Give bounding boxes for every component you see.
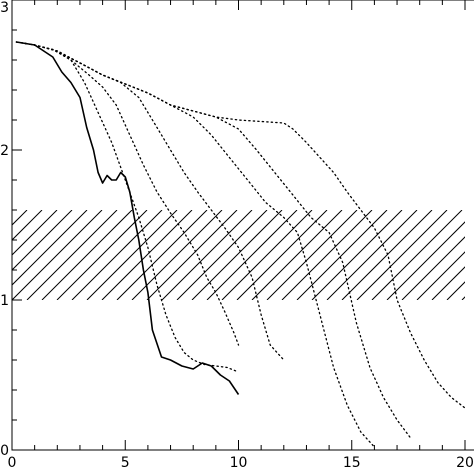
x-tick-label: 10 (230, 455, 248, 471)
hatch-line (12, 210, 73, 271)
hatch-line (161, 210, 253, 300)
hatch-line (281, 210, 373, 300)
hatch-line (221, 210, 313, 300)
series-line-6 (15, 41, 412, 439)
hatch-line (41, 210, 133, 300)
hatch-line (296, 210, 388, 300)
hatch-line (101, 210, 193, 300)
x-tick-label: 5 (121, 455, 130, 471)
hatch-line (431, 266, 465, 300)
hatch-line (12, 210, 88, 286)
hatch-line (251, 210, 343, 300)
hatch-line (416, 251, 465, 300)
hatch-line (116, 210, 208, 300)
hatch-line (266, 210, 358, 300)
hatch-line (146, 210, 238, 300)
hatched-band (12, 210, 465, 300)
hatch-line (371, 210, 463, 300)
hatch-line (131, 210, 223, 300)
hatch-line (12, 210, 28, 226)
hatch-line (356, 210, 448, 300)
y-tick-label: 2 (0, 143, 9, 159)
series-line-3 (15, 41, 240, 346)
hatch-line (56, 210, 148, 300)
hatch-line (12, 210, 13, 211)
hatch-line (326, 210, 418, 300)
series-line-5 (15, 41, 376, 448)
hatch-line (26, 210, 118, 300)
hatch-line (12, 210, 103, 300)
plot-frame (11, 0, 474, 451)
hatch-line (401, 236, 465, 300)
series-line-7 (15, 41, 466, 409)
hatch-line (191, 210, 283, 300)
hatch-line (236, 210, 328, 300)
hatch-line (176, 210, 268, 300)
hatch-line (206, 210, 298, 300)
series-line-1 (16, 41, 240, 395)
series-group (15, 41, 466, 448)
hatch-line (12, 210, 58, 256)
hatch-line (71, 210, 163, 300)
hatch-line (341, 210, 433, 300)
hatch-line (12, 210, 43, 241)
axis-ticks (11, 0, 466, 451)
x-tick-label: 20 (456, 455, 474, 471)
hatch-line (386, 221, 465, 300)
hatch-line (86, 210, 178, 300)
hatch-line (311, 210, 403, 300)
y-tick-label: 3 (0, 0, 9, 16)
series-line-2 (15, 41, 240, 373)
y-tick-label: 0 (0, 443, 9, 459)
hatch-line (446, 281, 465, 300)
y-tick-label: 1 (0, 293, 9, 309)
x-tick-label: 0 (8, 455, 17, 471)
x-tick-label: 15 (343, 455, 361, 471)
